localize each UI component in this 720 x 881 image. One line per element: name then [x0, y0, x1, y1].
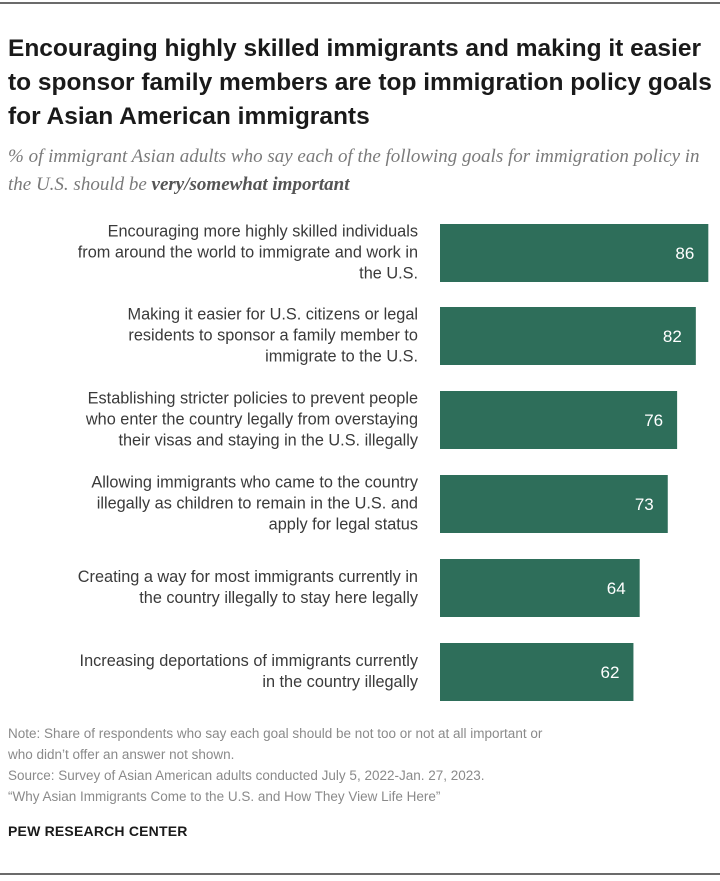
category-label-6: Increasing deportations of immigrants cu…: [80, 652, 419, 691]
chart-subtitle: % of immigrant Asian adults who say each…: [8, 143, 713, 199]
top-rule: [0, 2, 720, 4]
category-label-line: residents to sponsor a family member to: [128, 327, 418, 345]
category-label-line: who enter the country legally from overs…: [85, 411, 418, 429]
category-label-3: Establishing stricter policies to preven…: [85, 390, 419, 450]
category-label-line: Allowing immigrants who came to the coun…: [91, 474, 419, 492]
category-label-line: their visas and staying in the U.S. ille…: [118, 432, 418, 450]
category-label-line: in the country illegally: [262, 673, 419, 691]
category-label-line: illegally as children to remain in the U…: [97, 495, 418, 513]
category-label-line: the country illegally to stay here legal…: [139, 589, 419, 607]
bar-3: [440, 391, 678, 449]
pew-credit: PEW RESEARCH CENTER: [8, 823, 188, 839]
note-line-2: who didn’t offer an answer not shown.: [8, 747, 235, 762]
bar-value-label-2: 82: [663, 327, 682, 346]
bar-value-label-1: 86: [675, 244, 694, 263]
subtitle-text: % of immigrant Asian adults who say each…: [8, 146, 700, 195]
subtitle-emphasis: very/somewhat important: [151, 174, 350, 195]
category-label-line: Increasing deportations of immigrants cu…: [80, 652, 419, 670]
bottom-rule: [0, 873, 720, 875]
chart-title: Encouraging highly skilled immigrants an…: [8, 35, 712, 130]
source-line: Source: Survey of Asian American adults …: [8, 768, 485, 783]
bar-4: [440, 475, 668, 533]
bar-value-label-5: 64: [607, 579, 626, 598]
category-label-line: Establishing stricter policies to preven…: [88, 390, 418, 408]
bar-value-label-6: 62: [601, 663, 620, 682]
category-label-line: Encouraging more highly skilled individu…: [108, 223, 418, 241]
chart-notes: Note: Share of respondents who say each …: [8, 723, 713, 807]
category-label-4: Allowing immigrants who came to the coun…: [91, 474, 419, 534]
bar-5: [440, 559, 640, 617]
category-label-line: apply for legal status: [269, 516, 418, 534]
category-label-1: Encouraging more highly skilled individu…: [78, 223, 418, 283]
category-label-line: from around the world to immigrate and w…: [78, 244, 418, 262]
category-label-5: Creating a way for most immigrants curre…: [78, 568, 419, 607]
bar-1: [440, 224, 709, 282]
bar-value-label-3: 76: [644, 411, 663, 430]
category-label-line: Creating a way for most immigrants curre…: [78, 568, 418, 586]
category-label-line: Making it easier for U.S. citizens or le…: [128, 306, 418, 324]
report-title: “Why Asian Immigrants Come to the U.S. a…: [8, 789, 441, 804]
bar-2: [440, 307, 696, 365]
category-label-line: immigrate to the U.S.: [265, 348, 418, 366]
bar-6: [440, 643, 634, 701]
bar-value-label-4: 73: [635, 495, 654, 514]
note-line-1: Note: Share of respondents who say each …: [8, 726, 543, 741]
category-label-line: the U.S.: [359, 265, 418, 283]
category-label-2: Making it easier for U.S. citizens or le…: [128, 306, 418, 366]
bar-chart: 86 Encouraging more highly skilled indivi…: [78, 223, 709, 701]
